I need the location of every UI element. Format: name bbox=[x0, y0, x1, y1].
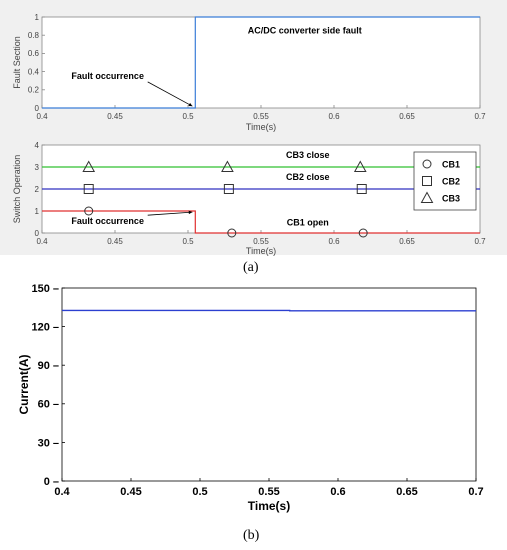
x-tick-label: 0.6 bbox=[330, 486, 345, 498]
chart-switch-operation: 0.4 0.45 0.5 0.55 0.6 0.65 0.7 0 1 2 3 4 Time(s) Swit… bbox=[12, 141, 486, 256]
y-tick-label: 2 bbox=[35, 185, 40, 194]
annotation-arrow bbox=[147, 81, 193, 107]
marker-square bbox=[83, 184, 94, 194]
x-axis-label: Time(s) bbox=[248, 499, 290, 513]
annotation-arrow bbox=[147, 211, 193, 216]
y-tick-label: 90 – bbox=[38, 360, 59, 372]
x-tick-label: 0.55 bbox=[253, 112, 269, 121]
y-tick-label: 0 bbox=[35, 104, 40, 113]
chart-current: 0.4 0.45 0.5 0.55 0.6 0.65 0.7 0 – 30 – 60 – 90 – 1… bbox=[17, 283, 484, 513]
legend-marker-triangle bbox=[420, 191, 434, 203]
series-line-CB1 bbox=[42, 210, 480, 234]
legend-label: CB1 bbox=[442, 160, 460, 170]
legend-marker-circle bbox=[422, 159, 432, 169]
annotation-text: Fault occurrence bbox=[71, 216, 144, 226]
x-tick-label: 0.7 bbox=[468, 486, 483, 498]
y-axis-label: Current(A) bbox=[17, 355, 31, 415]
legend-label: CB2 bbox=[442, 177, 460, 187]
marker-triangle bbox=[82, 160, 96, 172]
legend-label: CB3 bbox=[442, 194, 460, 204]
y-tick-label: 0.2 bbox=[28, 86, 40, 95]
marker-circle bbox=[227, 228, 237, 238]
caption-a: (a) bbox=[243, 260, 259, 275]
x-axis-label: Time(s) bbox=[246, 122, 276, 132]
x-tick-label: 0.6 bbox=[328, 237, 340, 246]
y-tick-label: 120 – bbox=[31, 321, 59, 333]
plot-area bbox=[41, 16, 481, 109]
marker-square bbox=[223, 184, 234, 194]
caption-b: (b) bbox=[243, 528, 260, 543]
x-axis-label: Time(s) bbox=[246, 246, 276, 256]
x-tick-label: 0.5 bbox=[192, 486, 207, 498]
y-axis-label: Switch Operation bbox=[12, 155, 22, 224]
y-tick-label: 4 bbox=[35, 141, 40, 150]
chart-fault-section: 0.4 0.45 0.5 0.55 0.6 0.65 0.7 0 0.2 0.4 0.6 0.8 1 Ti… bbox=[12, 13, 486, 132]
legend-box bbox=[413, 151, 477, 211]
annotation-text: AC/DC converter side fault bbox=[248, 25, 362, 35]
y-axis-label: Fault Section bbox=[12, 36, 22, 89]
x-tick-label: 0.55 bbox=[253, 237, 269, 246]
x-tick-label: 0.45 bbox=[107, 112, 123, 121]
x-tick-label: 0.45 bbox=[120, 486, 141, 498]
annotation-arrowhead bbox=[188, 210, 193, 215]
y-tick-label: 60 – bbox=[38, 399, 59, 411]
plot-area bbox=[61, 287, 477, 482]
y-tick-label: 1 bbox=[35, 13, 40, 22]
x-tick-label: 0.55 bbox=[258, 486, 279, 498]
x-tick-label: 0.7 bbox=[474, 237, 486, 246]
x-tick-label: 0.65 bbox=[396, 486, 417, 498]
x-tick-label: 0.5 bbox=[182, 237, 194, 246]
marker-circle bbox=[358, 228, 368, 238]
y-tick-label: 0 – bbox=[44, 476, 59, 488]
x-tick-label: 0.4 bbox=[54, 486, 70, 498]
y-tick-label: 150 – bbox=[31, 283, 59, 295]
y-tick-label: 3 bbox=[35, 163, 40, 172]
y-tick-label: 0.6 bbox=[28, 49, 40, 58]
series-line-0 bbox=[42, 16, 480, 109]
annotation-text: Fault occurrence bbox=[71, 71, 144, 81]
annotation-arrowhead bbox=[188, 102, 193, 107]
x-tick-label: 0.45 bbox=[107, 237, 123, 246]
annotation-text: CB1 open bbox=[287, 217, 329, 227]
x-tick-label: 0.7 bbox=[474, 112, 486, 121]
x-tick-label: 0.6 bbox=[328, 112, 340, 121]
x-tick-label: 0.4 bbox=[36, 112, 48, 121]
x-tick-label: 0.65 bbox=[399, 112, 415, 121]
legend-marker-square bbox=[422, 176, 432, 186]
y-tick-label: 30 – bbox=[38, 437, 59, 449]
x-tick-label: 0.65 bbox=[399, 237, 415, 246]
x-tick-label: 0.5 bbox=[182, 112, 194, 121]
y-tick-label: 0 bbox=[35, 229, 40, 238]
x-tick-label: 0.4 bbox=[36, 237, 48, 246]
y-tick-label: 0.4 bbox=[28, 67, 40, 76]
annotation-text: CB3 close bbox=[286, 150, 330, 160]
y-tick-label: 1 bbox=[35, 207, 40, 216]
marker-circle bbox=[84, 206, 94, 216]
y-tick-label: 0.8 bbox=[28, 31, 40, 40]
marker-triangle bbox=[353, 160, 367, 172]
marker-triangle bbox=[221, 160, 234, 172]
annotation-text: CB2 close bbox=[286, 172, 330, 182]
marker-square bbox=[356, 184, 367, 194]
